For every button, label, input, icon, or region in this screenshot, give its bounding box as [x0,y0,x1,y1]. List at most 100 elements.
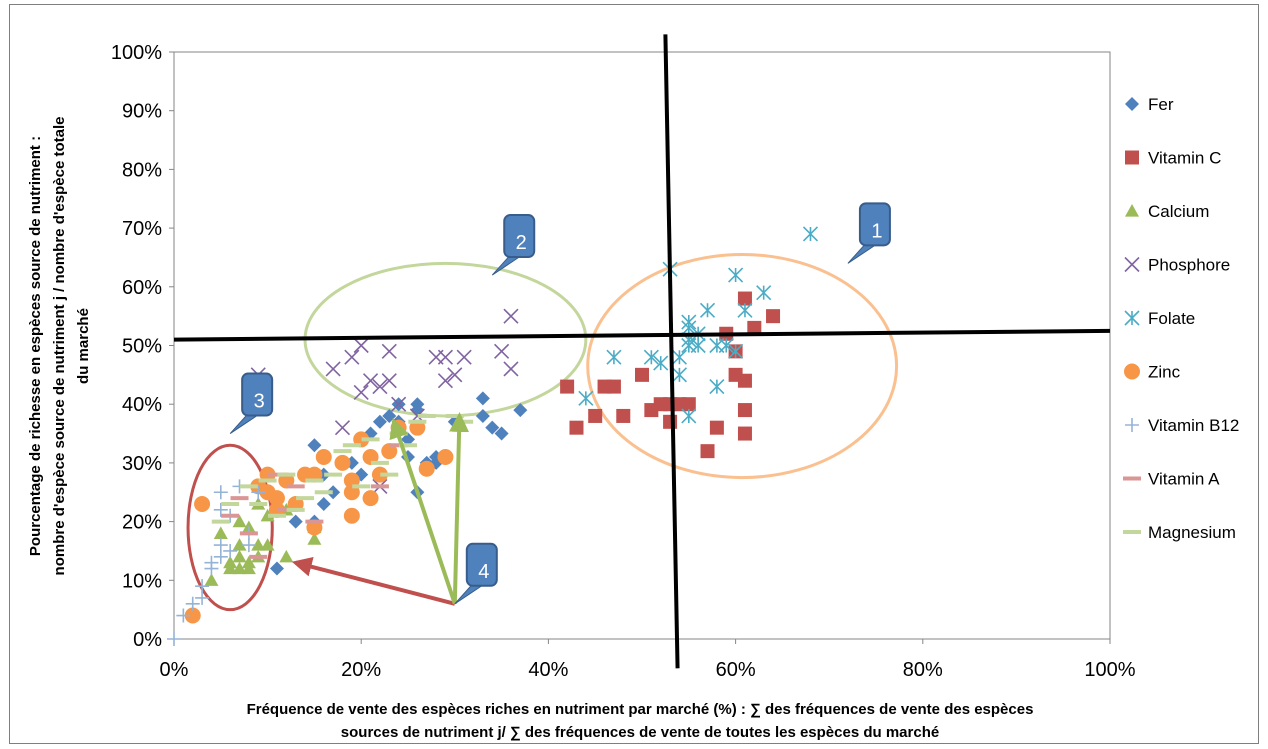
point-folate [681,408,697,424]
point-phosphore [334,420,351,436]
point-phosphore [344,349,360,365]
y-tick-label: 60% [122,277,162,299]
point-fer [494,426,509,441]
point-phosphore [494,343,510,359]
point-phosphore [456,349,472,365]
point-vitamin-b12 [185,596,200,611]
callout-label: 3 [254,391,265,413]
point-folate [643,349,659,365]
point-vitamin-c [700,444,715,459]
point-phosphore [503,308,519,324]
point-fer [475,391,490,406]
legend-marker-vitamin-b12 [1125,418,1139,432]
axis-titles: Fréquence de vente des espèces riches en… [27,117,1033,741]
point-zinc [437,449,454,466]
point-folate [728,267,744,283]
point-folate [802,226,819,242]
point-vitamin-b12 [204,561,219,576]
callout-3: 3 [229,372,274,434]
point-calcium [204,573,219,586]
point-calcium [307,532,322,545]
reference-line [173,328,1111,342]
point-calcium [260,538,275,551]
point-zinc [194,495,211,512]
point-zinc [268,490,285,507]
point-vitamin-c [766,309,781,324]
point-vitamin-b12 [213,485,228,500]
point-vitamin-c [737,403,752,418]
point-vitamin-c [588,408,603,423]
point-vitamin-c [569,420,584,435]
chart-frame [9,4,1259,744]
point-folate [718,337,734,354]
arrow [389,418,457,605]
point-folate [681,314,697,330]
point-calcium [213,526,228,539]
point-folate [671,367,688,383]
point-folate [737,302,753,318]
legend-label-calcium: Calcium [1148,202,1209,221]
point-vitamin-b12 [213,538,228,553]
point-fer [475,408,490,423]
point-vitamin-c [606,379,621,394]
ellipse-group-3 [186,443,274,612]
callout-box [503,214,536,259]
point-calcium [232,514,247,528]
legend-label-phosphore: Phosphore [1148,256,1230,275]
point-vitamin-b12 [213,502,228,517]
point-vitamin-b12 [195,579,210,594]
callout-box [858,202,891,247]
y-tick-label: 70% [122,218,162,240]
point-calcium [241,555,256,569]
y-tick-label: 10% [122,570,162,592]
point-folate [606,349,622,365]
y-tick-label: 20% [122,512,162,534]
point-phosphore [447,367,463,383]
point-fer [485,420,500,435]
point-zinc [334,454,351,471]
point-folate [756,285,772,301]
plot-area [173,51,1111,640]
legend-marker-phosphore [1124,256,1140,273]
point-vitamin-c [681,397,696,412]
annotations-background [186,253,899,612]
point-zinc [418,460,435,477]
point-vitamin-b12 [195,590,210,605]
point-zinc [315,449,332,466]
point-vitamin-b12 [251,485,266,500]
y-tick-label: 0% [133,629,162,651]
reference-line [663,34,680,669]
point-folate [728,343,744,359]
y-axis-title-line: Pourcentage de richesse en espèces sourc… [27,136,44,556]
legend-label-fer: Fer [1148,95,1174,114]
point-folate [690,337,706,354]
y-tick-label: 90% [122,101,162,123]
point-folate [671,349,688,365]
point-fer [513,403,528,418]
point-zinc [184,607,201,624]
y-axis-title-line: nombre d'espèce source de nutriment j / … [51,117,68,576]
point-vitamin-c [737,373,752,388]
point-vitamin-c [663,414,678,429]
point-calcium [260,508,275,522]
legend-label-magnesium: Magnesium [1148,523,1236,542]
point-vitamin-b12 [223,543,238,558]
y-axis-title-line: du marché [75,308,92,384]
point-vitamin-c [737,426,752,441]
point-vitamin-c [709,420,724,435]
axes: 0% 10% 20% 30% 40% 50% 60% 70% 80% 90% 100% 0% 20% 40… [111,42,1136,681]
point-vitamin-b12 [241,538,256,553]
annotations-foreground: 1 2 3 4 [173,34,1111,669]
point-phosphore [381,373,397,389]
x-axis-title-line: Fréquence de vente des espèces riches en… [247,701,1034,718]
point-phosphore [362,373,379,389]
point-phosphore [437,349,454,365]
point-phosphore [372,379,388,395]
legend-marker-calcium [1125,204,1139,217]
legend-label-zinc: Zinc [1148,363,1181,382]
point-calcium [232,538,247,551]
point-vitamin-b12 [213,549,228,564]
point-folate [709,379,725,395]
point-folate [578,390,594,406]
x-tick-label: 60% [716,659,756,681]
